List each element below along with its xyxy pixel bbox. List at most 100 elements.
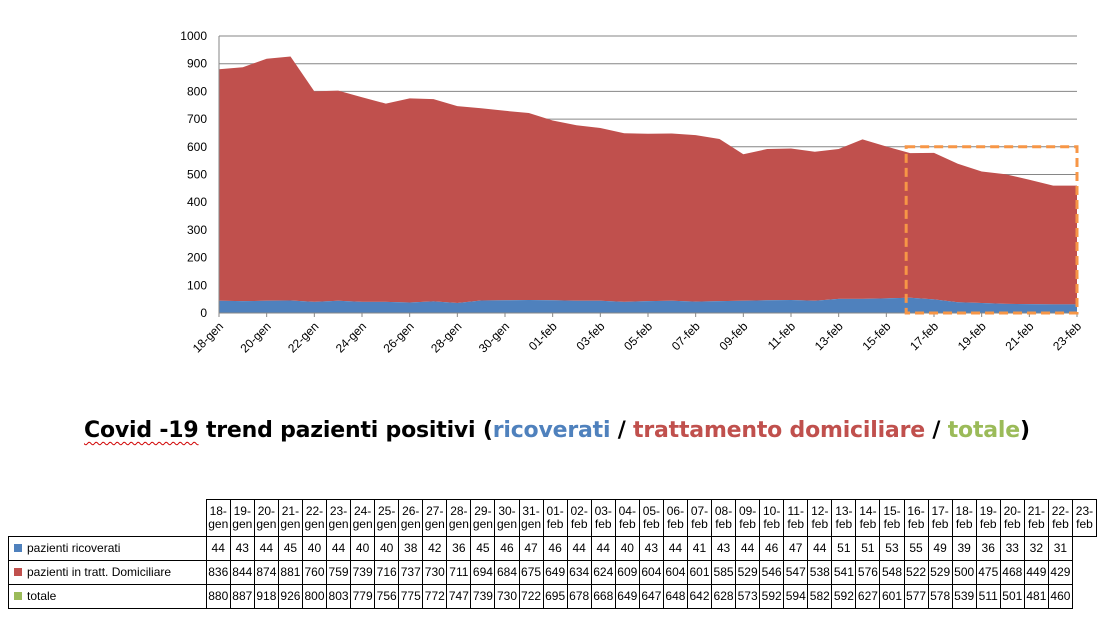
table-cell: 592 [759,584,785,609]
date-header-day: 11- [787,504,804,518]
table-cell: 42 [422,536,448,561]
table-date-header: 11- feb [783,499,809,537]
table-cell: 585 [711,560,737,585]
table-cell: 722 [518,584,544,609]
date-header-day: 14- [859,504,877,518]
table-cell: 647 [638,584,664,609]
date-header-month: feb [667,517,684,531]
table-cell: 539 [951,584,977,609]
date-header-day: 04- [618,504,636,518]
chart-title: Covid -19 trend pazienti positivi (ricov… [84,418,1030,443]
row-label-domiciliare: pazienti in tratt. Domiciliare [8,560,207,585]
row-label-totale: totale [8,584,207,609]
table-date-header: 08- feb [711,499,737,537]
date-header-month: gen [208,517,229,531]
table-date-header: 14- feb [855,499,881,537]
table-cell: 36 [446,536,472,561]
y-tick-label: 1000 [180,29,207,43]
date-header-day: 06- [666,504,685,518]
table-cell: 44 [807,536,833,561]
table-cell: 739 [350,560,376,585]
table-cell: 44 [662,536,688,561]
x-tick-label: 07-feb [669,319,703,353]
date-header-day: 16- [907,504,925,518]
table-cell: 604 [638,560,664,585]
date-header-month: gen [376,517,397,531]
table-cell: 779 [350,584,376,609]
x-tick-label: 21-feb [1002,319,1036,353]
table-date-header: 21- gen [277,499,303,537]
date-header-day: 07- [690,504,709,518]
date-header-month: feb [1076,517,1093,531]
area-domiciliare [219,56,1077,305]
date-header-day: 20- [1003,504,1021,518]
table-date-header: 18- feb [951,499,977,537]
date-header-day: 31- [522,504,540,518]
table-cell: 803 [326,584,352,609]
table-date-header: 09- feb [735,499,761,537]
table-date-header: 24- gen [350,499,376,537]
table-date-header: 05- feb [638,499,664,537]
table-cell: 475 [975,560,1001,585]
table-cell: 36 [975,536,1001,561]
table-date-header: 02- feb [566,499,592,537]
date-header-day: 25- [378,504,396,518]
y-tick-label: 500 [187,168,207,182]
table-cell: 730 [422,560,448,585]
date-header-month: feb [811,517,829,531]
table-date-header: 23- feb [1071,499,1097,537]
table-row-ricoverati: pazienti ricoverati 44 43 44 45 40 44 40 40 38 42… [8,536,1097,561]
date-header-day: 26- [402,504,420,518]
area-chart: 0 100 200 300 400 500 600 700 800 900 1000 18-gen 2… [180,29,1084,356]
date-header-month: gen [448,517,469,531]
table-cell: 648 [662,584,688,609]
date-header-month: gen [232,517,253,531]
table-date-header: 10- feb [759,499,785,537]
y-tick-label: 100 [187,278,207,292]
x-tick-label: 24-gen [333,319,369,355]
table-cell: 678 [566,584,592,609]
date-header-month: feb [1052,517,1069,531]
date-header-day: 27- [426,504,444,518]
table-cell: 541 [831,560,857,585]
date-header-day: 10- [763,504,781,518]
table-cell: 47 [518,536,544,561]
y-tick-label: 600 [187,140,207,154]
x-tick-label: 23-feb [1050,319,1084,353]
table-cell: 874 [253,560,279,585]
table-date-header: 07- feb [686,499,713,537]
table-date-header: 17- feb [927,499,953,537]
table-cell: 40 [301,536,328,561]
date-header-month: feb [835,517,853,531]
table-cell: 51 [831,536,857,561]
table-cell: 695 [542,584,568,609]
table-date-header: 29- gen [470,499,496,537]
table-cell: 44 [590,536,616,561]
table-cell: 573 [735,584,761,609]
date-header-day: 05- [642,504,661,518]
table-cell: 747 [446,584,472,609]
table-cell: 760 [301,560,328,585]
date-header-month: gen [400,517,421,531]
table-cell: 44 [326,536,352,561]
date-header-month: feb [787,517,805,531]
table-cell: 46 [759,536,785,561]
table-cell: 45 [470,536,496,561]
date-header-day: 22- [1051,504,1070,518]
table-cell: 41 [686,536,713,561]
table-cell: 40 [374,536,400,561]
table-cell: 634 [566,560,592,585]
row-label-ricoverati: pazienti ricoverati [8,536,207,561]
date-header-day: 24- [353,504,372,518]
x-tick-label: 26-gen [380,319,416,355]
legend-label-domiciliare: pazienti in tratt. Domiciliare [27,565,172,579]
table-cell: 716 [374,560,400,585]
table-cell: 43 [229,536,255,561]
table-cell: 31 [1047,536,1073,561]
table-date-header: 30- gen [494,499,520,537]
x-tick-label: 15-feb [859,319,893,353]
table-row-domiciliare: pazienti in tratt. Domiciliare 836 844 874… [8,560,1097,585]
date-header-day: 21- [281,504,300,518]
table-cell: 38 [398,536,424,561]
y-tick-label: 800 [187,84,207,98]
